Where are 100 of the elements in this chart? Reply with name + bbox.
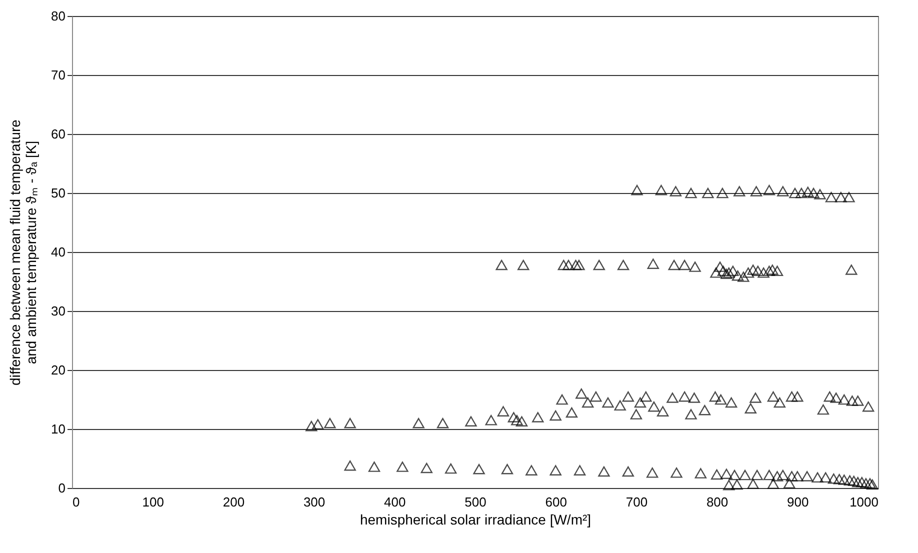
point — [848, 476, 860, 486]
y-tick-label: 60 — [51, 126, 66, 142]
point — [465, 416, 477, 426]
point — [723, 480, 735, 490]
point — [516, 416, 528, 426]
point — [750, 186, 762, 196]
point — [714, 262, 726, 272]
point — [862, 401, 874, 412]
point — [824, 391, 836, 402]
point — [344, 460, 356, 471]
point — [497, 406, 510, 416]
point — [710, 469, 723, 480]
point — [685, 188, 697, 198]
point — [814, 189, 826, 200]
x-tick-label: 800 — [706, 494, 728, 510]
point — [844, 475, 856, 486]
point — [312, 419, 324, 430]
point — [670, 186, 682, 196]
point — [631, 184, 643, 196]
point — [634, 397, 646, 408]
point — [817, 404, 830, 415]
y-tick-label: 0 — [58, 480, 66, 496]
point — [830, 392, 842, 403]
point — [763, 266, 776, 276]
point — [763, 184, 776, 196]
point — [802, 186, 814, 197]
point — [688, 392, 700, 403]
point — [562, 260, 574, 270]
point — [852, 396, 864, 406]
point — [812, 472, 824, 483]
x-tick-label: 900 — [787, 494, 809, 510]
x-tick-label: 1000 — [850, 494, 878, 510]
point — [689, 262, 701, 272]
y-tick-label: 50 — [51, 186, 66, 200]
point — [717, 266, 730, 276]
point — [473, 464, 485, 474]
point — [828, 473, 840, 484]
point — [598, 466, 610, 477]
point — [808, 188, 820, 198]
point — [843, 192, 855, 202]
point — [774, 397, 786, 408]
y-tick-label: 30 — [51, 304, 66, 318]
point — [825, 192, 838, 202]
point — [412, 418, 424, 428]
point — [747, 264, 759, 275]
point — [617, 260, 630, 270]
point — [739, 470, 751, 480]
point — [771, 266, 784, 276]
point — [582, 397, 594, 408]
point — [771, 471, 784, 482]
point — [738, 272, 750, 282]
y-tick-label: 80 — [51, 8, 66, 24]
point — [734, 186, 746, 196]
point — [550, 465, 562, 476]
x-tick-label: 300 — [303, 494, 326, 510]
point — [752, 266, 764, 276]
point — [518, 260, 530, 270]
point — [767, 478, 780, 490]
point — [758, 268, 770, 278]
point — [622, 391, 634, 402]
point — [666, 392, 678, 403]
point — [647, 258, 659, 269]
point — [742, 268, 754, 278]
point — [306, 420, 318, 432]
point — [856, 476, 868, 488]
point — [720, 268, 732, 279]
point — [670, 468, 682, 478]
point — [698, 404, 711, 416]
point — [593, 260, 605, 270]
point — [783, 478, 796, 488]
point — [777, 470, 789, 480]
point — [792, 391, 804, 402]
point — [602, 397, 614, 408]
point — [714, 394, 727, 405]
point — [550, 410, 562, 421]
x-tick-label: 500 — [464, 494, 486, 510]
x-tick-label: 600 — [545, 494, 567, 510]
point — [558, 260, 570, 270]
point — [725, 397, 738, 408]
point — [668, 260, 680, 270]
point — [846, 264, 858, 275]
text: and ambient temperature ϑₘ - ϑₐ [K] — [23, 140, 40, 364]
point — [570, 260, 582, 270]
point — [573, 260, 585, 270]
point — [796, 188, 808, 198]
point — [685, 409, 697, 420]
point — [710, 268, 722, 278]
x-tick-label: 400 — [384, 494, 406, 510]
point — [590, 391, 602, 402]
point — [496, 260, 508, 270]
point — [444, 463, 457, 474]
point — [532, 412, 544, 422]
point — [648, 401, 660, 412]
point — [789, 188, 801, 198]
point — [694, 468, 707, 478]
point — [646, 468, 658, 478]
point — [556, 394, 568, 405]
point — [866, 479, 878, 490]
point — [767, 391, 780, 402]
point — [526, 465, 538, 476]
